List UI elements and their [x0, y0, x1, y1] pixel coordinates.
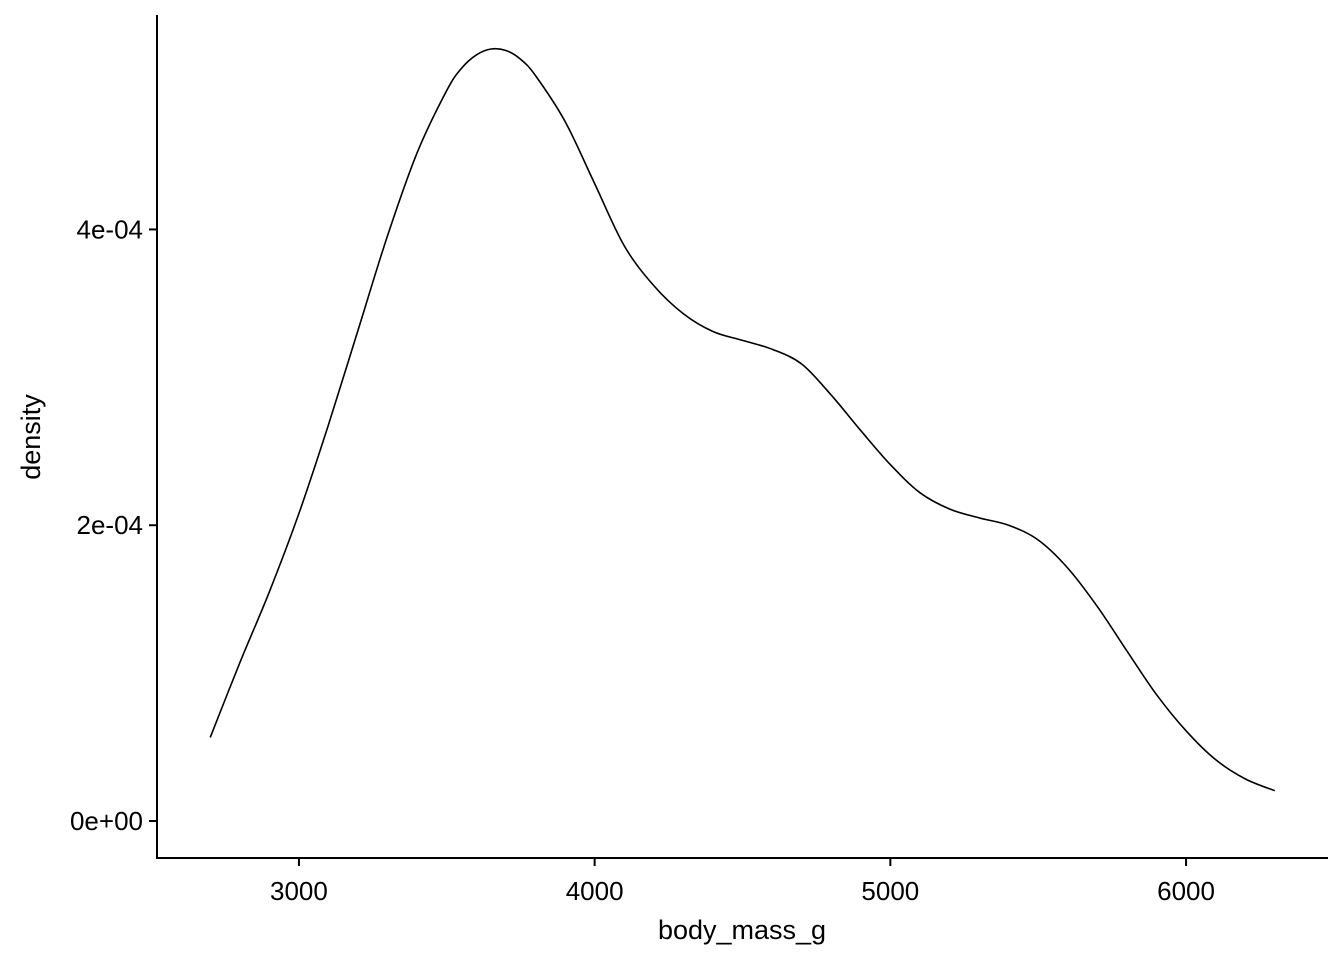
y-tick-label: 4e-04 — [77, 214, 144, 244]
x-axis-title: body_mass_g — [658, 915, 826, 945]
series-layer — [209, 47, 1276, 792]
x-tick-label: 6000 — [1157, 876, 1215, 906]
x-tick-label: 3000 — [270, 876, 328, 906]
y-axis-title: density — [16, 394, 46, 480]
x-axis-ticks: 3000 4000 5000 6000 — [270, 858, 1215, 906]
y-tick-label: 2e-04 — [77, 510, 144, 540]
density-line — [209, 47, 1276, 792]
y-tick-label: 0e+00 — [70, 806, 143, 836]
x-tick-label: 5000 — [861, 876, 919, 906]
x-tick-label: 4000 — [566, 876, 624, 906]
y-axis-ticks: 0e+00 2e-04 4e-04 — [70, 214, 157, 836]
